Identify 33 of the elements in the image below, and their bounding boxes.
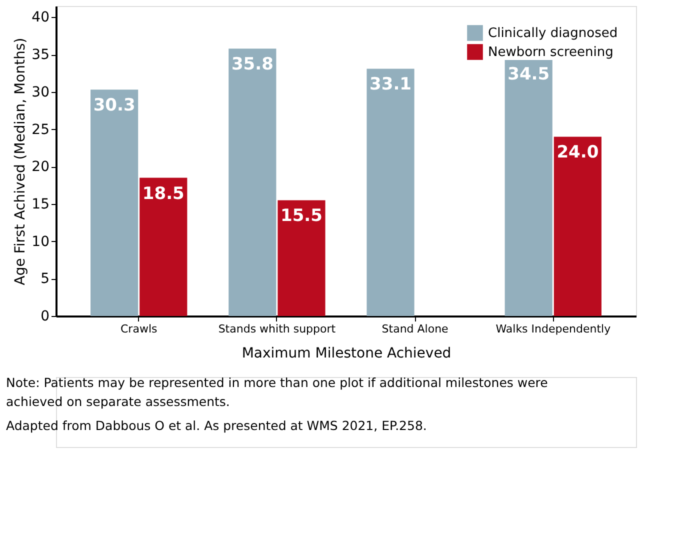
y-tick-label: 25 <box>32 122 50 138</box>
data-label: 34.5 <box>508 64 550 84</box>
y-tick-label: 30 <box>32 84 50 100</box>
x-tick-label: Walks Independently <box>496 322 612 336</box>
x-tick-label: Stand Alone <box>382 322 449 336</box>
data-label: 30.3 <box>93 96 136 116</box>
bar <box>90 90 138 316</box>
y-tick-label: 35 <box>32 47 50 64</box>
bar <box>366 68 414 316</box>
x-axis-title: Maximum Milestone Achieved <box>242 346 452 362</box>
text: Adapted from Dabbous O et al. As presented at WMS 2021, EP.258. <box>6 418 427 433</box>
bar <box>554 136 602 316</box>
bar <box>228 48 276 316</box>
data-label: 24.0 <box>556 142 599 163</box>
y-tick-label: 5 <box>40 271 50 288</box>
data-label: 18.5 <box>142 184 184 204</box>
data-label: 33.1 <box>370 74 412 95</box>
data-label: 15.5 <box>280 206 322 226</box>
y-tick-label: 40 <box>32 10 50 26</box>
bar <box>504 58 552 316</box>
y-tick-label: 20 <box>32 159 50 176</box>
x-tick-label: Stands whith support <box>218 322 336 336</box>
y-axis-title: Age First Achived (Median, Months) <box>12 38 29 286</box>
y-tick-label: 0 <box>40 308 50 324</box>
legend-label: Newborn screening <box>488 45 614 60</box>
y-tick-label: 15 <box>32 196 50 212</box>
x-tick-label: Crawls <box>120 322 158 336</box>
y-tick-label: 10 <box>32 234 50 250</box>
text: Note: Patients may be represented in more than one plot if additional milestones were achieved on separate assessments. <box>6 375 548 409</box>
bar <box>140 178 188 316</box>
legend-label: Clinically diagnosed <box>488 26 618 41</box>
bar <box>278 200 326 316</box>
data-label: 35.8 <box>231 54 274 75</box>
